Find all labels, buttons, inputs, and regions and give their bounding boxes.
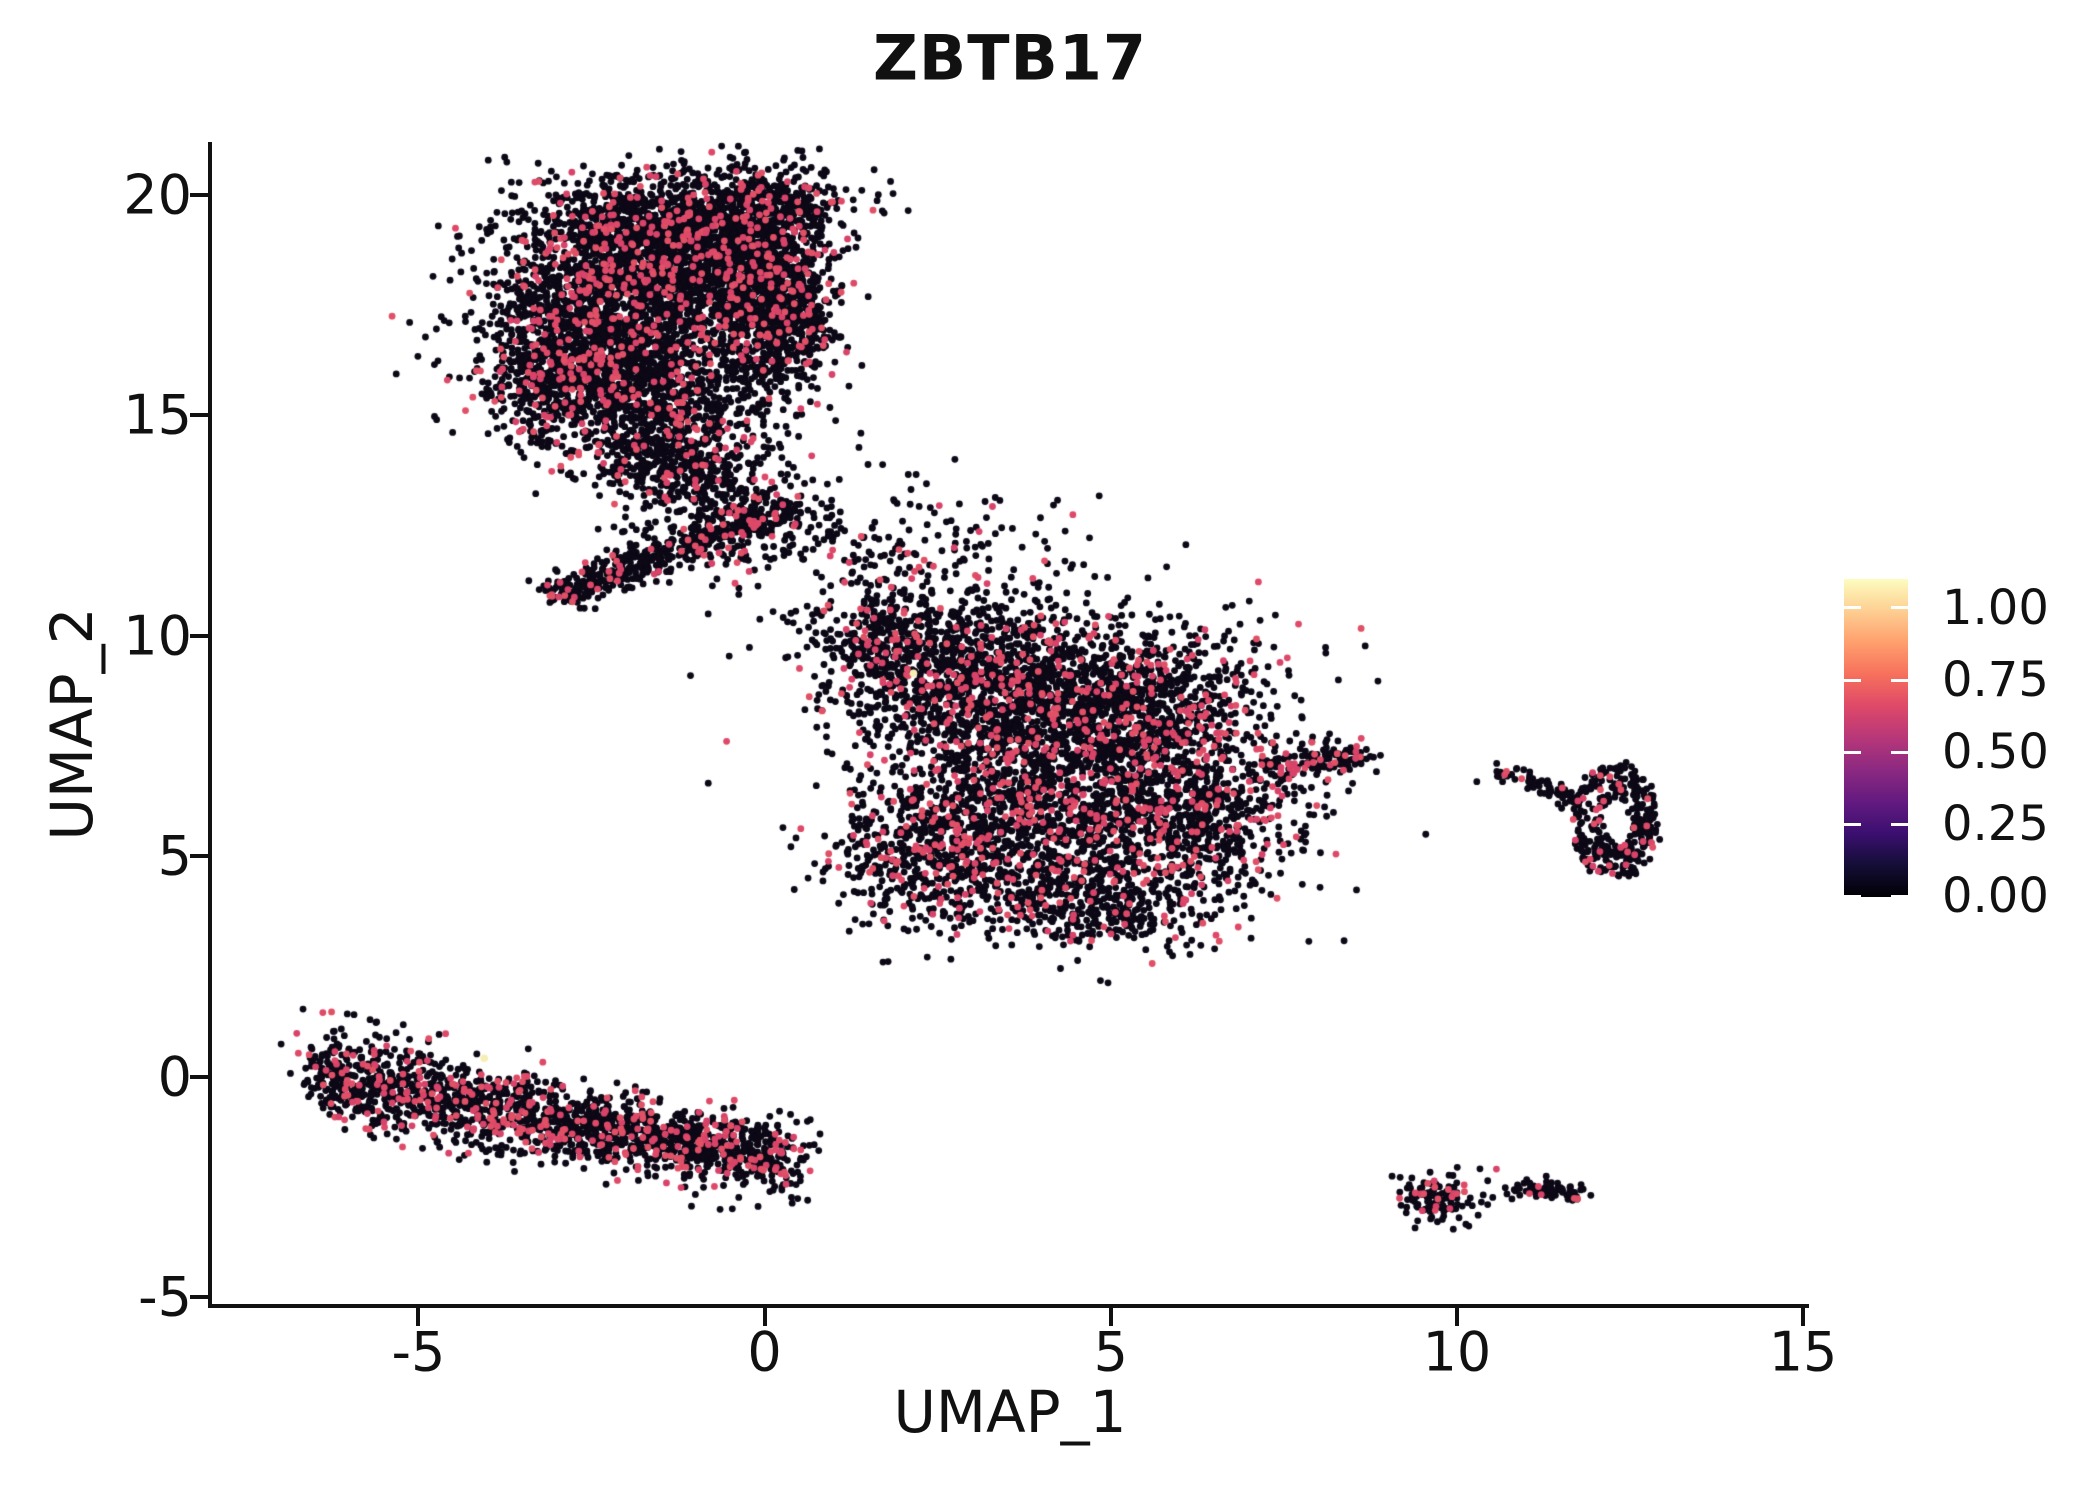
colorbar-label: 1.00 bbox=[1942, 579, 2049, 636]
y-tick-label: 5 bbox=[157, 824, 192, 888]
y-tick-mark bbox=[190, 854, 208, 859]
cbar-tick-left bbox=[1844, 606, 1861, 610]
y-tick-mark bbox=[190, 192, 208, 197]
x-tick-label: 15 bbox=[1768, 1320, 1838, 1384]
x-tick-label: 5 bbox=[1093, 1320, 1128, 1384]
x-tick-label: -5 bbox=[391, 1320, 446, 1384]
x-tick-mark bbox=[416, 1308, 421, 1326]
y-tick-mark bbox=[190, 413, 208, 418]
colorbar-label: 0.75 bbox=[1942, 652, 2049, 709]
y-tick-label: 20 bbox=[123, 163, 192, 227]
cbar-tick-left bbox=[1844, 894, 1861, 898]
x-tick-mark bbox=[762, 1308, 767, 1326]
x-tick-mark bbox=[1801, 1308, 1806, 1326]
x-tick-mark bbox=[1108, 1308, 1113, 1326]
colorbar-gradient bbox=[1844, 579, 1908, 897]
y-tick-label: 10 bbox=[123, 604, 192, 668]
x-axis-line bbox=[208, 1304, 1809, 1308]
cbar-tick-right bbox=[1891, 606, 1908, 610]
y-tick-mark bbox=[190, 1074, 208, 1079]
colorbar-label: 0.25 bbox=[1942, 796, 2049, 853]
cbar-tick-left bbox=[1844, 750, 1861, 754]
cbar-tick-right bbox=[1891, 750, 1908, 754]
y-axis-line bbox=[208, 142, 212, 1308]
y-tick-label: 15 bbox=[123, 383, 192, 447]
x-tick-label: 10 bbox=[1422, 1320, 1492, 1384]
y-tick-label: 0 bbox=[157, 1045, 192, 1109]
x-axis-title: UMAP_1 bbox=[893, 1378, 1127, 1446]
colorbar-label: 0.50 bbox=[1942, 724, 2049, 781]
cbar-tick-left bbox=[1844, 678, 1861, 682]
y-tick-mark bbox=[190, 633, 208, 638]
cbar-tick-right bbox=[1891, 678, 1908, 682]
x-tick-label: 0 bbox=[747, 1320, 782, 1384]
y-axis-title: UMAP_2 bbox=[38, 607, 106, 841]
x-tick-mark bbox=[1454, 1308, 1459, 1326]
y-tick-mark bbox=[190, 1295, 208, 1300]
colorbar-label: 0.00 bbox=[1942, 868, 2049, 925]
cbar-tick-left bbox=[1844, 822, 1861, 826]
y-tick-label: -5 bbox=[138, 1265, 192, 1329]
plot-title: ZBTB17 bbox=[872, 21, 1148, 95]
cbar-tick-right bbox=[1891, 894, 1908, 898]
cbar-tick-right bbox=[1891, 822, 1908, 826]
